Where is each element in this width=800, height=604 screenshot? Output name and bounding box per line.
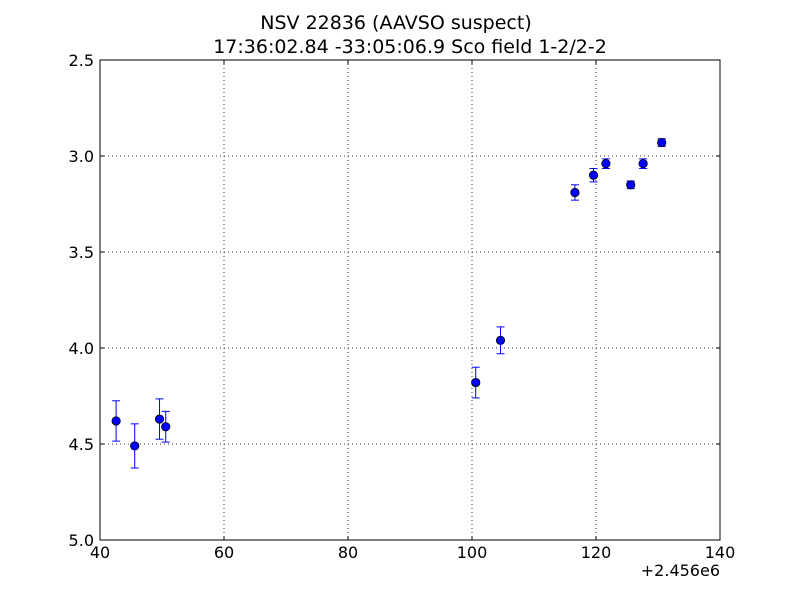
x-tick-label: 80 — [338, 543, 358, 562]
data-point — [154, 398, 165, 440]
data-point — [601, 158, 611, 169]
y-tick-label: 2.5 — [69, 51, 94, 70]
y-tick-label: 4.5 — [69, 435, 94, 454]
y-tick-label: 3.5 — [69, 243, 94, 262]
data-point — [588, 167, 599, 183]
y-tick-label: 3.0 — [69, 147, 94, 166]
x-offset-label: +2.456e6 — [641, 561, 720, 580]
data-marker — [111, 416, 121, 426]
points-layer — [111, 137, 667, 469]
data-point — [638, 158, 648, 169]
data-marker — [588, 170, 599, 180]
data-marker — [626, 180, 636, 190]
data-marker — [657, 137, 667, 148]
data-point — [161, 410, 171, 443]
data-point — [626, 180, 636, 190]
data-point — [111, 400, 121, 442]
y-tick-label: 4.0 — [69, 339, 94, 358]
data-point — [570, 184, 580, 201]
x-tick-label: 100 — [457, 543, 488, 562]
chart-subtitle: 17:36:02.84 -33:05:06.9 Sco field 1-2/2-… — [213, 36, 607, 58]
data-point — [471, 366, 481, 399]
data-marker — [570, 187, 580, 198]
chart-title: NSV 22836 (AAVSO suspect) — [260, 12, 531, 34]
data-marker — [638, 159, 648, 169]
data-marker — [161, 422, 171, 432]
data-marker — [130, 441, 140, 451]
y-tick-label: 5.0 — [69, 531, 94, 550]
data-point — [130, 423, 140, 469]
x-tick-label: 40 — [90, 543, 110, 562]
data-point — [495, 326, 506, 355]
grid-layer — [100, 60, 720, 540]
tick-layer: 40 60 80 100 120 140 2.5 3.0 3.5 4.0 4.5 5.0 — [69, 51, 736, 562]
plot-frame — [99, 59, 721, 541]
data-marker — [495, 335, 506, 345]
x-tick-label: 120 — [581, 543, 612, 562]
data-marker — [471, 377, 481, 388]
x-tick-label: 140 — [705, 543, 736, 562]
data-point — [657, 137, 667, 148]
data-marker — [154, 414, 165, 424]
data-marker — [601, 159, 611, 169]
x-tick-label: 60 — [214, 543, 234, 562]
